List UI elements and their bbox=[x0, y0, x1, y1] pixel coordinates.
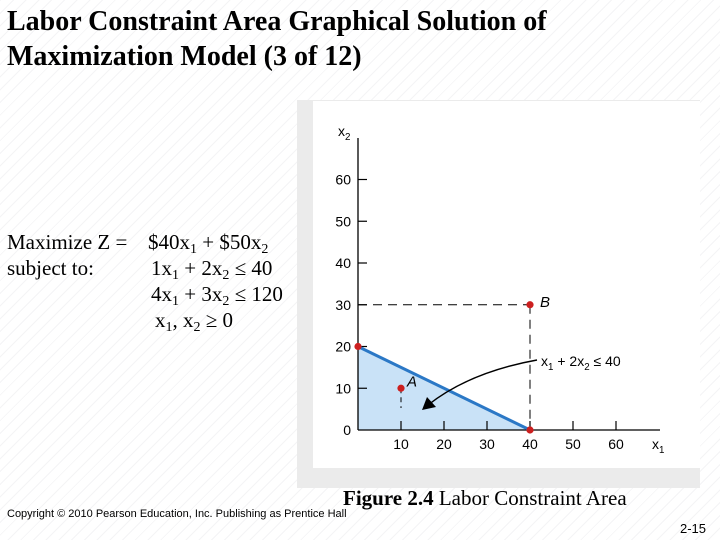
y-tick-label: 20 bbox=[335, 339, 351, 355]
clay-constraint: 4x1 + 3x2 ≤ 120 bbox=[151, 282, 283, 309]
x-tick-label: 50 bbox=[565, 436, 581, 452]
page-number: 2-15 bbox=[679, 521, 706, 536]
x-tick-label: 30 bbox=[479, 436, 495, 452]
x-axis-label: x1 bbox=[652, 436, 664, 456]
intercept-x1 bbox=[526, 426, 534, 434]
intercept-x2 bbox=[354, 342, 362, 351]
x-tick-label: 40 bbox=[522, 436, 538, 452]
slide-title: Labor Constraint Area Graphical Solution… bbox=[7, 6, 547, 72]
point-a-label: A bbox=[406, 373, 417, 390]
objective-label: Maximize Z = bbox=[7, 230, 128, 254]
point-a bbox=[397, 384, 405, 392]
region-arrow-head bbox=[422, 397, 436, 410]
constraint-line-label: x1 + 2x2 ≤ 40 bbox=[541, 353, 621, 373]
labor-constraint: 1x1 + 2x2 ≤ 40 bbox=[151, 256, 273, 283]
nonnegativity-constraint: x1, x2 ≥ 0 bbox=[155, 308, 234, 335]
y-tick-label: 40 bbox=[335, 255, 351, 271]
y-tick-label: 30 bbox=[335, 297, 351, 313]
y-tick-label: 10 bbox=[335, 380, 351, 396]
point-b bbox=[526, 301, 534, 309]
y-tick-label: 50 bbox=[335, 213, 351, 229]
y-axis-label: x2 bbox=[338, 123, 350, 143]
point-b-label: B bbox=[540, 294, 550, 311]
copyright-notice: Copyright © 2010 Pearson Education, Inc.… bbox=[7, 508, 347, 520]
y-tick-label: 60 bbox=[335, 172, 351, 188]
region-arrow bbox=[427, 359, 538, 406]
figure-caption: Figure 2.4 Labor Constraint Area bbox=[343, 486, 627, 510]
labor-constraint-line bbox=[357, 345, 531, 432]
objective-expression: $40x1 + $50x2 bbox=[148, 230, 269, 257]
subject-to-label: subject to: bbox=[7, 256, 94, 280]
x-tick-label: 60 bbox=[608, 436, 624, 452]
x-tick-label: 20 bbox=[436, 436, 452, 452]
x-tick-label: 10 bbox=[393, 436, 409, 452]
y-tick-label: 0 bbox=[343, 422, 351, 438]
